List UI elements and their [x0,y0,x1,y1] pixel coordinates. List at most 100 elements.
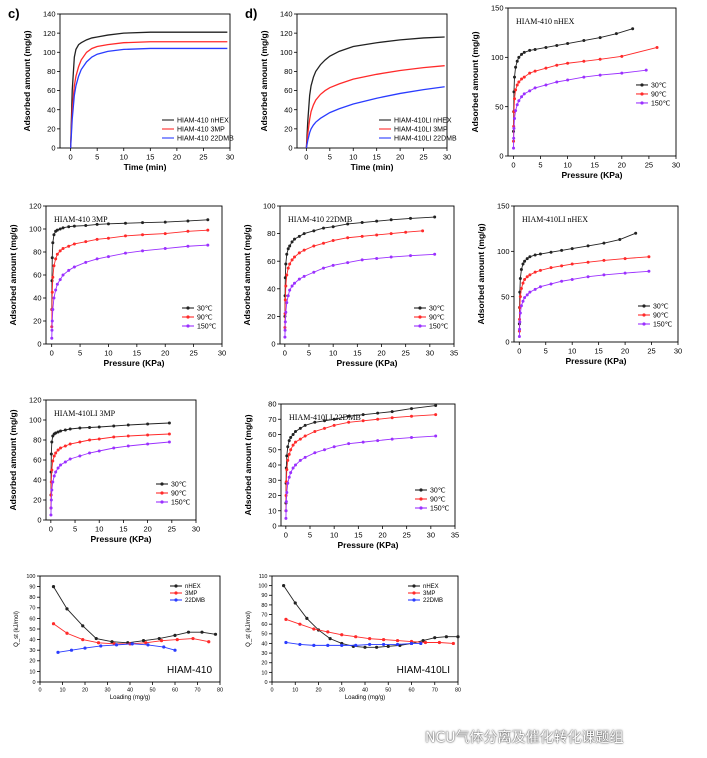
legend-marker [412,598,416,602]
chart-iso-410li-22dmb: 0 5 10 15 20 25 30 35 0 10 20 30 40 50 60 70 80 Pressure … [243,400,459,550]
data-point [346,236,350,240]
data-point [83,646,87,650]
y-axis-label: Adsorbed amount (mg/g) [8,224,18,325]
data-point [523,259,527,263]
data-point [186,229,190,233]
legend-label: 30℃ [197,306,213,313]
x-tick-label: 25 [645,161,653,170]
data-point [297,234,301,238]
y-tick-label: 80 [47,67,55,76]
x-axis-label: Pressure (KPa) [91,534,152,544]
data-point [404,230,408,234]
data-point [389,255,393,259]
legend-marker [640,92,644,96]
legend-marker [174,598,178,602]
data-point [614,32,618,36]
y-tick-label: 0 [505,338,509,347]
series-line [53,623,209,645]
x-axis-label: Pressure (KPa) [337,358,398,368]
legend-label: 150℃ [197,324,217,331]
y-tick-label: 30 [261,651,267,657]
data-point [88,438,92,442]
chart-title: HIAM-410LI 22DMB [289,413,361,422]
data-point [51,275,55,279]
data-point [434,413,438,417]
data-point [58,249,62,253]
x-tick-label: 15 [119,525,127,534]
data-point [410,436,413,440]
chart-iso-410-22dmb: 0 5 10 15 20 25 30 35 0 20 40 60 80 100 Pressure (KPa)… [242,202,458,368]
data-point [340,633,344,637]
data-point [360,221,364,225]
legend-marker [412,584,416,588]
data-point [284,509,288,513]
data-point [354,635,358,639]
legend-marker [174,591,178,595]
data-point [288,288,292,292]
data-point [555,43,559,47]
y-tick-label: 60 [267,257,275,266]
chart-title: HIAM-410 3MP [54,215,108,224]
data-point [523,296,527,300]
data-point [58,278,62,282]
y-tick-label: 40 [47,105,55,114]
data-point [528,71,532,75]
y-tick-label: 20 [29,659,35,665]
data-point [285,273,289,277]
data-point [61,247,65,251]
series-line [513,47,658,142]
data-point [347,414,351,418]
x-tick-label: 20 [621,347,629,356]
data-point [528,273,532,277]
series-0 [512,27,635,133]
y-tick-label: 60 [284,86,292,95]
y-tick-label: 60 [47,86,55,95]
y-tick-label: 30 [268,476,276,485]
y-tick-label: 0 [32,680,35,686]
series-line [518,256,649,332]
x-tick-label: 0 [284,531,288,540]
data-point [598,36,602,40]
data-point [55,228,59,232]
series-line [518,232,636,324]
y-tick-label: 80 [267,229,275,238]
y-tick-label: 120 [43,29,56,38]
plot-frame [280,403,456,527]
data-point [186,219,190,223]
data-point [514,109,518,113]
data-point [175,638,179,642]
data-point [323,426,326,430]
x-tick-label: 25 [647,347,655,356]
data-point [331,239,335,242]
data-point [354,643,358,647]
watermark-text: NCU气体分离及催化转化课题组 [425,730,624,746]
y-axis-label: Q_st (kJ/mol) [14,611,20,647]
legend: 30℃ 90℃ 150℃ [415,488,450,513]
data-point [56,430,60,434]
x-tick-label: 10 [568,347,576,356]
data-point [51,480,55,484]
data-point [328,637,332,641]
series-1 [69,41,228,149]
legend-marker [160,482,164,486]
y-tick-label: 140 [43,10,56,19]
series-0 [305,36,445,149]
data-point [67,268,71,272]
x-tick-label: 0 [38,688,41,694]
x-tick-label: 80 [455,688,461,694]
y-tick-label: 120 [280,29,293,38]
legend-label: 150℃ [430,506,450,513]
x-tick-label: 0 [283,349,287,358]
series-2 [49,440,171,517]
data-point [555,63,559,67]
data-point [346,261,350,265]
x-axis-label: Pressure (KPa) [104,358,165,368]
x-axis-label: Loading (mg/g) [110,695,150,701]
data-point [59,463,63,467]
data-point [518,295,522,299]
data-point [283,320,287,324]
data-point [361,440,365,444]
y-tick-label: 10 [268,506,276,515]
x-tick-label: 10 [104,349,112,358]
